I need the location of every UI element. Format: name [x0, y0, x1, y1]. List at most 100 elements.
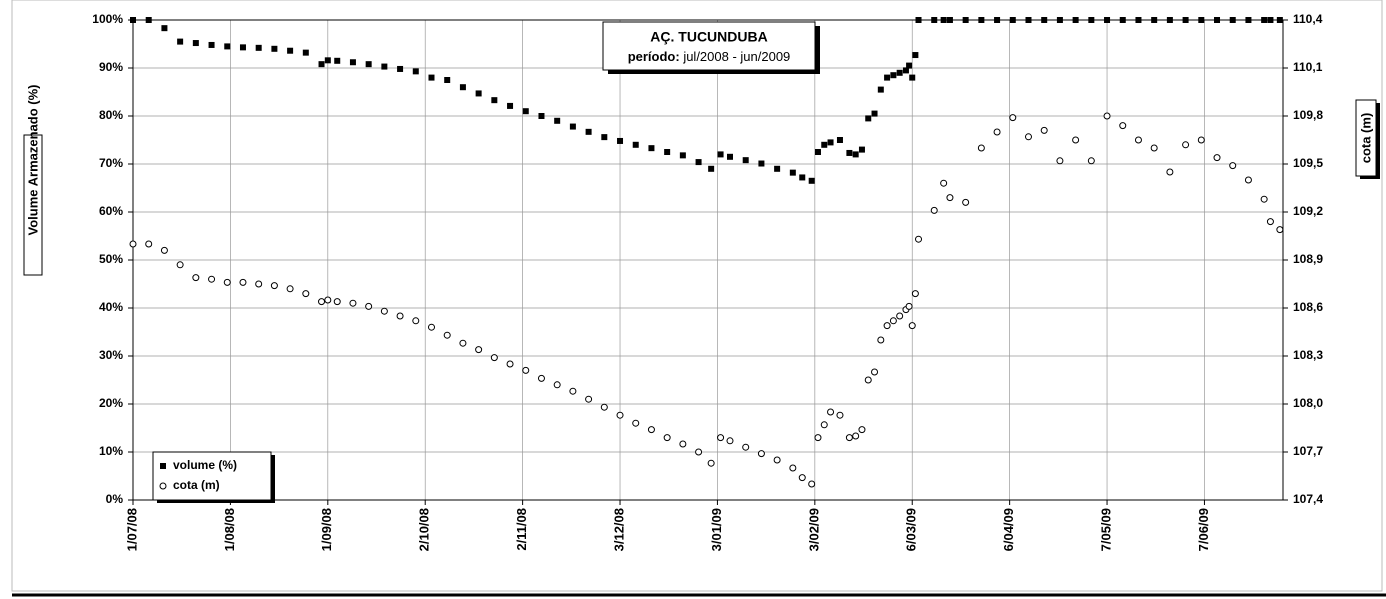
x-tick-label: 6/03/09 [904, 508, 919, 551]
square-marker [1182, 17, 1189, 23]
square-marker [896, 69, 903, 76]
circle-marker [632, 419, 640, 427]
legend-label: cota (m) [173, 478, 220, 492]
square-marker [632, 141, 639, 148]
y2-tick-label: 110,4 [1293, 12, 1323, 26]
circle-marker [798, 474, 806, 482]
x-tick-label: 6/04/09 [1001, 508, 1016, 551]
square-marker [884, 74, 891, 81]
x-tick-label: 3/12/08 [611, 508, 626, 551]
circle-marker [820, 421, 828, 429]
y2-axis-title: cota (m) [1355, 99, 1380, 179]
circle-marker [412, 317, 420, 325]
circle-marker [1213, 154, 1221, 162]
square-marker [940, 17, 947, 23]
circle-marker [427, 323, 435, 331]
square-marker [994, 17, 1001, 23]
circle-marker [223, 278, 231, 286]
square-marker [1041, 17, 1048, 23]
circle-marker [962, 198, 970, 206]
legend-frame [152, 451, 272, 501]
legend: volume (%) cota (m) [152, 451, 275, 503]
circle-marker [663, 434, 671, 442]
circle-marker [208, 275, 216, 283]
square-marker [324, 57, 331, 64]
circle-marker [1260, 195, 1268, 203]
circle-marker [1166, 168, 1174, 176]
circle-marker [522, 366, 530, 374]
square-marker [522, 108, 529, 115]
circle-marker [827, 408, 835, 416]
square-marker [1135, 17, 1142, 23]
square-marker [679, 152, 686, 159]
square-marker [978, 17, 985, 23]
circle-marker [717, 434, 725, 442]
circle-marker [1229, 162, 1237, 170]
y2-tick-label: 110,1 [1293, 60, 1323, 74]
y-tick-label: 100% [92, 12, 123, 26]
title-box: AÇ. TUCUNDUBA período: jul/2008 - jun/20… [602, 21, 820, 74]
circle-marker [160, 246, 168, 254]
circle-marker [192, 274, 200, 282]
square-marker [836, 137, 843, 143]
y-tick-label: 40% [99, 300, 123, 314]
square-marker [507, 102, 514, 109]
square-marker [821, 141, 828, 148]
circle-marker [946, 194, 954, 202]
circle-marker [1134, 136, 1142, 144]
square-marker [381, 63, 388, 70]
x-tick-label: 1/08/08 [222, 508, 237, 551]
circle-marker [396, 312, 404, 320]
y-tick-label: 10% [99, 444, 123, 458]
square-marker [1151, 17, 1158, 23]
square-marker [255, 44, 262, 51]
circle-marker [845, 434, 853, 442]
y2-tick-label: 108,6 [1293, 300, 1323, 314]
circle-marker [569, 387, 577, 395]
square-marker [774, 165, 781, 172]
square-marker [302, 49, 309, 56]
x-tick-label: 3/02/09 [806, 508, 821, 551]
square-marker [585, 128, 592, 135]
square-marker [569, 123, 576, 130]
circle-marker [239, 278, 247, 286]
circle-marker [324, 296, 332, 304]
square-marker [475, 90, 482, 97]
square-marker [239, 44, 246, 51]
y-axis-label: Volume Armazenado (%) [25, 85, 40, 236]
circle-marker [915, 235, 923, 243]
square-marker [224, 43, 231, 50]
circle-marker [707, 459, 715, 467]
square-marker [145, 17, 152, 23]
y2-tick-label: 109,8 [1293, 108, 1323, 122]
legend-label: volume (%) [173, 458, 237, 472]
y2-tick-label: 108,0 [1293, 396, 1323, 410]
circle-marker [836, 411, 844, 419]
circle-marker [318, 298, 326, 306]
circle-marker [459, 339, 467, 347]
circle-marker [1103, 112, 1111, 120]
y-tick-label: 0% [106, 492, 124, 506]
circle-marker [333, 298, 341, 306]
circle-marker [129, 240, 137, 248]
square-marker [664, 149, 671, 155]
circle-marker [905, 302, 913, 310]
title-frame [602, 21, 816, 71]
square-marker [192, 40, 199, 47]
chart-border [11, 0, 1383, 592]
circle-marker [365, 302, 373, 310]
square-marker [444, 77, 451, 83]
square-marker [717, 151, 724, 158]
square-marker [902, 67, 909, 74]
circle-marker [883, 322, 891, 330]
circle-marker [647, 426, 655, 434]
square-marker [334, 57, 341, 64]
y-tick-label: 60% [99, 204, 123, 218]
square-marker [789, 169, 796, 176]
y2-tick-label: 109,2 [1293, 204, 1323, 218]
y-tick-label: 90% [99, 60, 123, 74]
circle-marker [349, 299, 357, 307]
circle-marker [1024, 133, 1032, 141]
circle-marker [490, 354, 498, 362]
